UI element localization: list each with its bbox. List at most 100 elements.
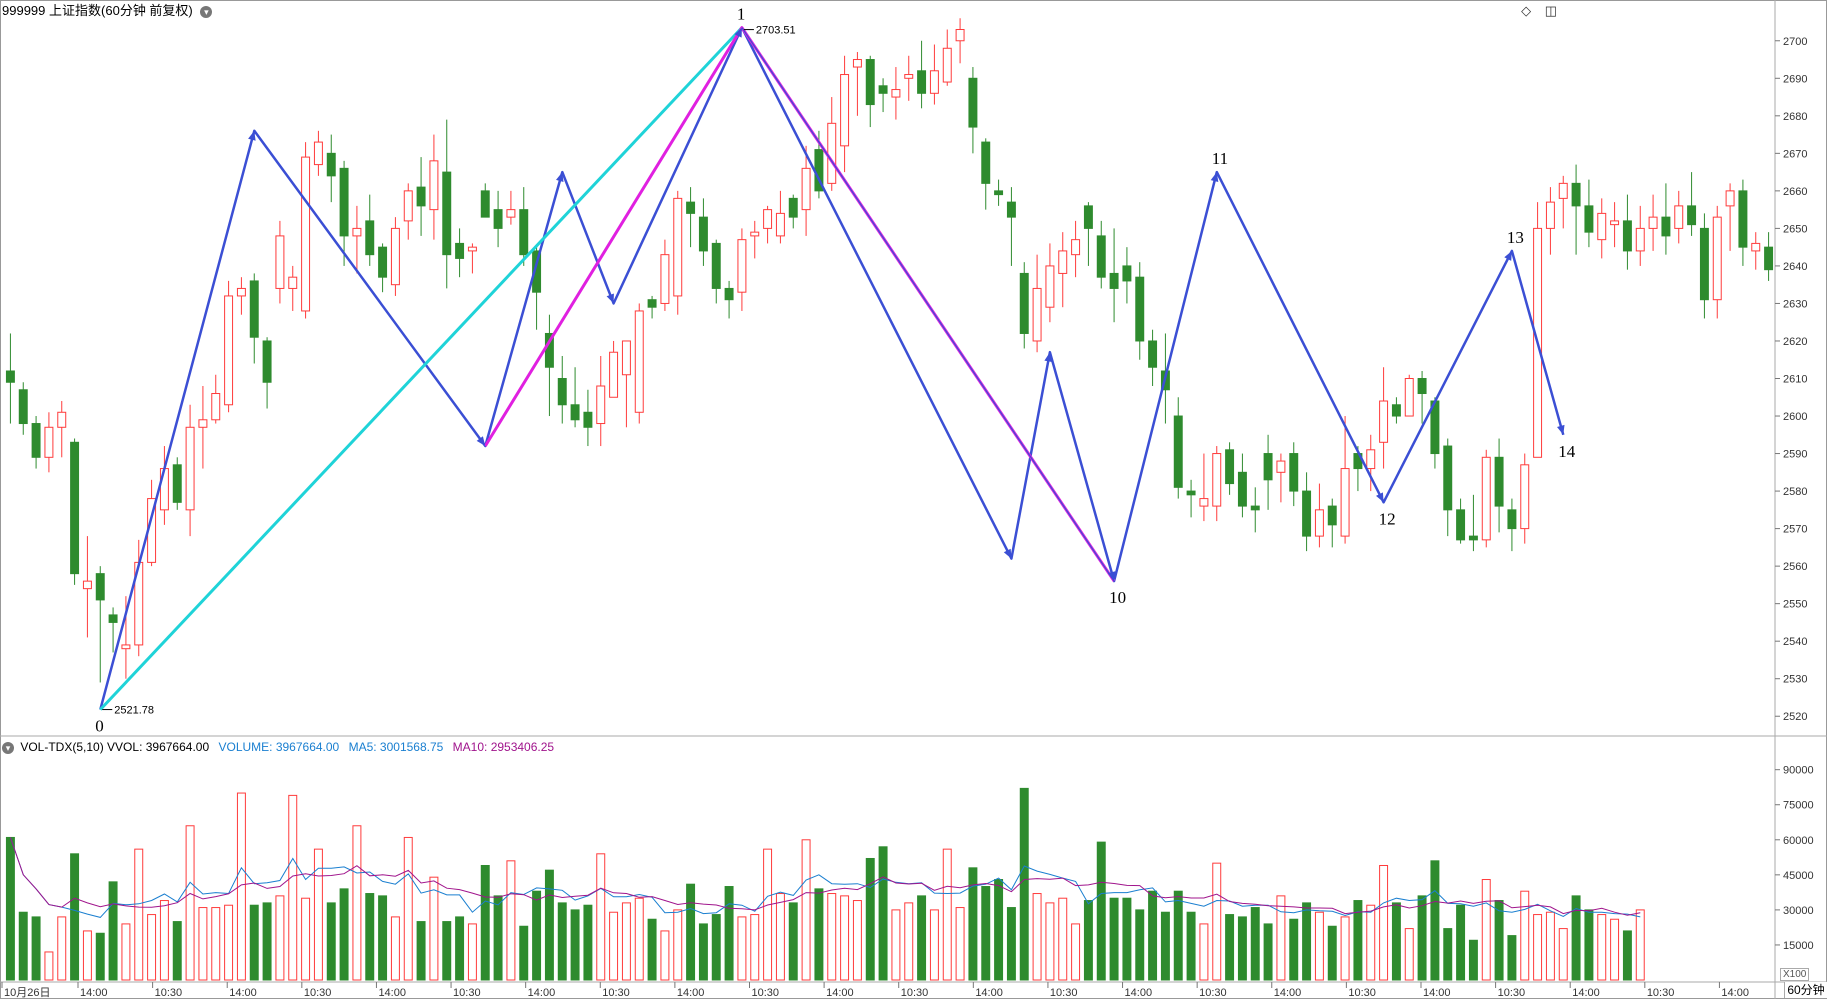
candle-body [1199,498,1209,507]
wave-label: 14 [1558,442,1576,461]
price-tick-label: 2650 [1783,223,1807,235]
time-tick-label: 14:00 [826,987,854,999]
volume-bar [1379,864,1389,981]
candle-body [1751,242,1761,252]
volume-bar [1186,911,1196,981]
chevron-down-icon[interactable]: ▾ [200,5,213,18]
candle-body [1379,400,1389,443]
time-tick-label: 10:30 [155,987,183,999]
candle-body [1571,182,1581,207]
wave-arrowhead [1504,250,1512,261]
candle-body [1545,201,1555,229]
candle-body [121,644,131,650]
volume-bar [313,848,323,981]
price-tick-label: 2580 [1783,486,1807,498]
volume-bar [750,914,760,981]
candle-body [634,310,644,413]
volume-bar [1160,911,1170,981]
ma5-label: MA5: 3001568.75 [348,740,444,754]
volume-bar [480,864,490,981]
time-tick-label: 10:30 [1199,987,1227,999]
volume-bar [878,846,888,981]
candle-body [1764,246,1774,271]
wave-arrowhead [248,130,256,141]
time-tick-label: 10:30 [1647,987,1675,999]
time-tick-label: 14:00 [975,987,1003,999]
volume-bar [686,883,696,981]
scale-badge: X100 [1780,968,1810,981]
volume-tick-label: 90000 [1783,765,1814,777]
candle-body [1302,490,1312,537]
time-tick-label: 10:30 [304,987,332,999]
candle-body [1225,449,1235,485]
candle-body [994,190,1004,196]
volume-bar [467,923,477,981]
candle-body [1122,265,1132,282]
volume-bar [852,900,862,981]
volume-tick-label: 60000 [1783,835,1814,847]
volume-bar [1225,914,1235,981]
volume-bar [442,921,452,981]
volume-tick-label: 45000 [1783,870,1814,882]
volume-bar [1571,895,1581,981]
volume-bar [929,909,939,981]
volume-bar [942,848,952,981]
candle-body [1456,509,1466,541]
volume-bar [288,794,298,981]
candle-body [1186,490,1196,496]
candle-body [1443,445,1453,511]
candle-body [1468,535,1478,541]
price-tick-label: 2660 [1783,186,1807,198]
wave-arrowhead [476,436,486,446]
candle-body [1622,220,1632,252]
volume-bar [1417,895,1427,981]
volume-bar [1173,890,1183,981]
chevron-down-icon[interactable]: ▾ [2,741,14,754]
diamond-icon[interactable]: ◇ [1521,3,1532,18]
volume-bar [583,904,593,981]
volume-bar [1289,918,1299,981]
volume-bar [621,902,631,981]
volume-bar [390,916,400,981]
candle-body [31,423,41,458]
volume-bar [275,895,285,981]
candle-body [891,89,901,98]
time-tick-label: 10:30 [1348,987,1376,999]
candle-body [724,287,734,301]
candle-body [429,160,439,211]
volume-bar [1263,923,1273,981]
candle-body [1058,250,1068,274]
price-tick-label: 2560 [1783,561,1807,573]
time-tick-label: 10月26日 [4,987,50,999]
candle-body [583,411,593,428]
time-tick-label: 10:30 [602,987,630,999]
panel-toggle-icon[interactable]: ◫ [1544,3,1557,18]
candle-body [275,235,285,289]
volume-bar [198,907,208,981]
volume-bar [1314,911,1324,981]
volume-bar [1199,923,1209,981]
volume-bar [1468,939,1478,981]
time-tick-label: 14:00 [677,987,705,999]
volume-bar [1122,897,1132,981]
candle-body [1071,239,1081,256]
wave-arrowhead [1107,571,1116,582]
stock-name: 上证指数 [49,3,102,18]
volume-bar [1212,862,1222,981]
price-tick-label: 2680 [1783,111,1807,123]
volume-bar [249,904,259,981]
candle-body [1148,340,1158,368]
wave-label: 13 [1507,228,1524,247]
volume-bar [1430,860,1440,981]
candle-body [172,464,182,503]
volume-tick-label: 75000 [1783,800,1814,812]
candle-body [1109,272,1119,289]
candle-body [211,393,221,421]
volume-bar [1597,914,1607,981]
candle-body [1045,265,1055,308]
candle-body [455,242,465,259]
candle-body [1674,205,1684,229]
indicator-name: VOL-TDX(5,10) [20,740,104,754]
volume-bar [1494,900,1504,981]
period-button[interactable]: 60分钟 [1784,982,1827,998]
